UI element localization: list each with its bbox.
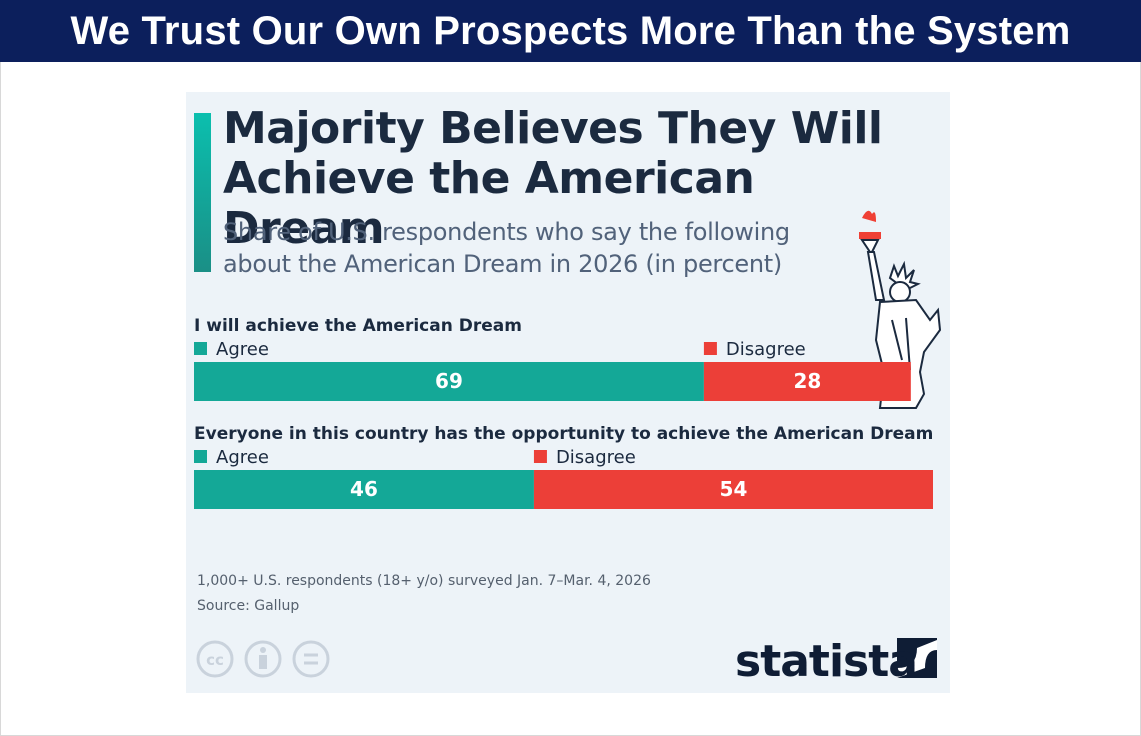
brand-logo: statista [735, 636, 917, 687]
legend-swatch [194, 450, 207, 463]
category-label: Everyone in this country has the opportu… [194, 424, 933, 444]
legend-swatch [194, 342, 207, 355]
legend-swatch [703, 342, 717, 355]
category-label: I will achieve the American Dream [194, 316, 522, 336]
chart-subtitle: Share of U.S. respondents who say the fo… [223, 218, 790, 278]
brand-icon [897, 638, 937, 678]
legend-label: Disagree [726, 339, 806, 360]
data-label: 69 [435, 369, 463, 393]
banner-title: We Trust Our Own Prospects More Than the… [0, 0, 1141, 62]
data-label: 46 [350, 477, 378, 501]
legend-swatch [533, 450, 547, 463]
legend-label: Agree [216, 447, 269, 468]
footnote: Source: Gallup [197, 598, 299, 614]
bar [703, 362, 911, 401]
data-label: 28 [793, 369, 821, 393]
title-accent [194, 113, 211, 272]
cc-icons: cc [196, 640, 330, 678]
chart-title: Majority Believes They Will Achieve the … [223, 103, 883, 254]
bar [194, 470, 534, 509]
svg-text:cc: cc [206, 651, 224, 669]
data-label: 54 [720, 477, 748, 501]
footnote: 1,000+ U.S. respondents (18+ y/o) survey… [197, 573, 651, 589]
legend-label: Disagree [556, 447, 636, 468]
legend-label: Agree [216, 339, 269, 360]
bar [194, 362, 704, 401]
bar [533, 470, 933, 509]
